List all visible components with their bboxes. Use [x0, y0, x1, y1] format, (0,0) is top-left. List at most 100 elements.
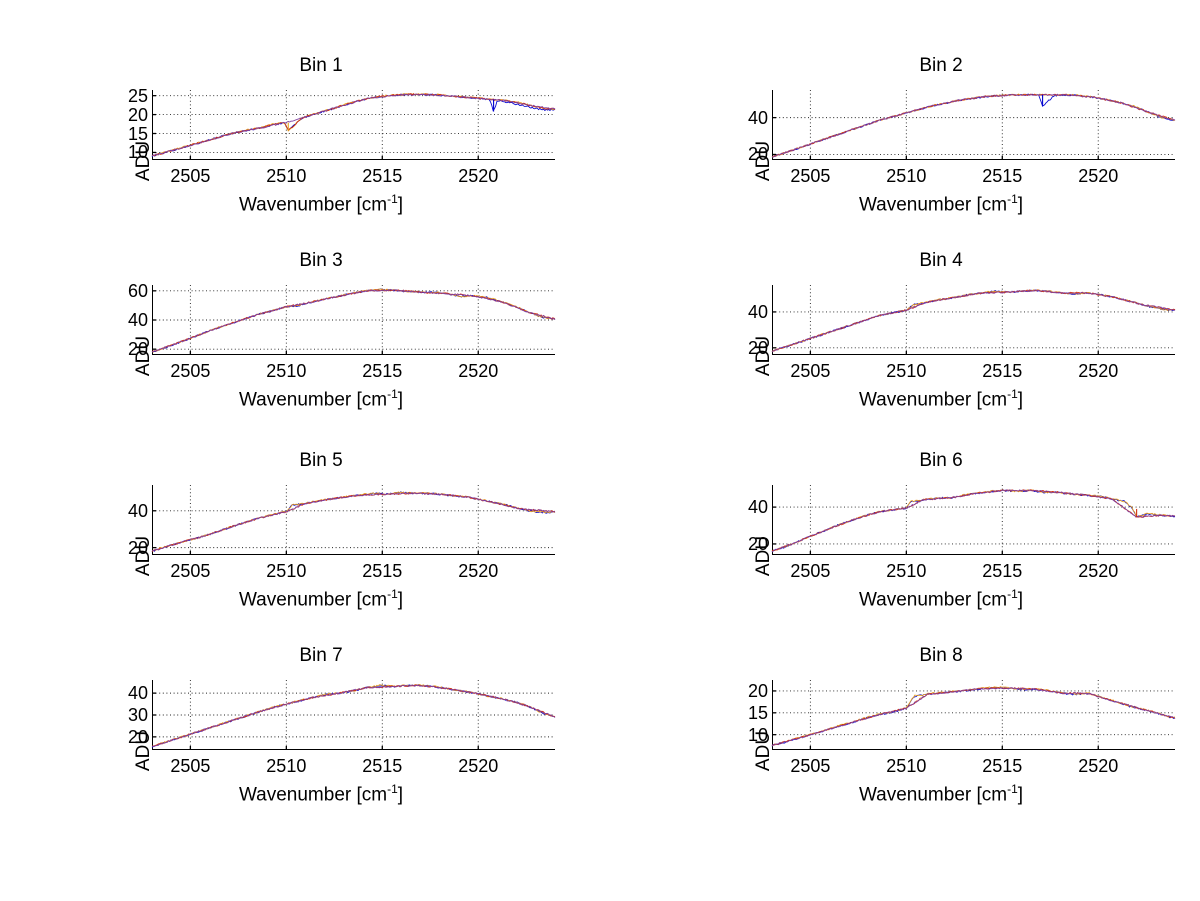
panel-bin-5: Bin 5 20 40 2505 2510 2515 2520 ADU Wavenumber […	[86, 450, 556, 648]
x-axis-label-bracket: ]	[397, 784, 404, 806]
y-axis-label: ADU	[133, 335, 154, 377]
x-axis-label: Wavenumber [cm-1]	[706, 587, 1176, 611]
x-tick-label: 2520	[458, 166, 499, 186]
x-tick-label: 2505	[170, 561, 211, 581]
x-axis-label: Wavenumber [cm-1]	[86, 782, 556, 806]
tick-marks	[772, 690, 1099, 750]
gridlines	[772, 485, 1175, 555]
x-axis-label-text: Wavenumber [cm	[238, 389, 388, 411]
trace-trace_red	[151, 492, 556, 552]
tick-marks	[152, 510, 479, 555]
y-tick-label: 40	[127, 310, 148, 330]
plot-area	[771, 90, 1176, 160]
x-axis-label-exponent: -1	[387, 387, 398, 401]
x-axis-label-text: Wavenumber [cm	[858, 194, 1008, 216]
x-tick-label: 2505	[170, 361, 211, 381]
y-tick-label: 20	[747, 144, 768, 165]
gridlines	[152, 485, 555, 555]
x-axis-label-text: Wavenumber [cm	[858, 389, 1008, 411]
x-axis-label-exponent: -1	[1007, 587, 1018, 601]
trace-trace_orange	[771, 686, 1176, 747]
axes-frame	[772, 90, 1175, 160]
panel-title: Bin 2	[919, 55, 963, 76]
y-tick-label: 40	[127, 500, 148, 521]
x-axis-label-text: Wavenumber [cm	[238, 784, 388, 806]
y-axis-label: ADU	[753, 335, 774, 377]
plot-area	[771, 285, 1176, 355]
panel-bin-7: Bin 7 20 30 40 2505 2510 2515 2520 ADU Wavenumber…	[86, 645, 556, 843]
y-axis-label: ADU	[133, 730, 154, 772]
panel-title: Bin 1	[299, 55, 343, 76]
panel-title: Bin 7	[299, 645, 343, 666]
y-tick-label: 15	[747, 702, 768, 723]
x-tick-label: 2520	[458, 561, 499, 581]
x-axis-label: Wavenumber [cm-1]	[706, 387, 1176, 411]
x-tick-label: 2510	[266, 561, 307, 581]
gridlines	[152, 680, 555, 750]
panel-bin-3: Bin 3 20 40 60 2505 2510 2515 2520 ADU Wavenumber…	[86, 250, 556, 448]
y-tick-label: 20	[127, 537, 148, 558]
y-tick-label: 40	[747, 497, 768, 518]
x-axis-label-bracket: ]	[1017, 389, 1024, 411]
panel-title: Bin 8	[919, 645, 963, 666]
trace-trace_purple	[771, 289, 1176, 353]
trace-trace_blue	[771, 93, 1176, 158]
x-axis-label-exponent: -1	[387, 192, 398, 206]
plot-traces	[151, 285, 556, 355]
x-tick-label: 2510	[886, 361, 927, 381]
trace-trace_blue	[771, 289, 1176, 352]
axes-frame	[152, 680, 555, 750]
x-axis-label-exponent: -1	[1007, 192, 1018, 206]
x-tick-label: 2515	[982, 756, 1023, 776]
plot-area	[771, 485, 1176, 555]
panel-bin-8: Bin 8 10 15 20 2505 2510 2515 2520 ADU Wavenumber…	[706, 645, 1176, 843]
axes-frame	[152, 485, 555, 555]
trace-trace_blue	[771, 686, 1176, 747]
x-tick-label: 2510	[886, 166, 927, 186]
trace-trace_purple	[151, 93, 556, 157]
gridlines	[772, 680, 1175, 750]
plot-area	[151, 90, 556, 160]
x-axis-label-exponent: -1	[387, 782, 398, 796]
trace-trace_red	[771, 686, 1176, 746]
plot-traces	[771, 680, 1176, 750]
x-axis-label-text: Wavenumber [cm	[858, 589, 1008, 611]
plot-traces	[771, 485, 1176, 555]
x-tick-label: 2520	[1078, 361, 1119, 381]
plot-area	[151, 285, 556, 355]
gridlines	[152, 90, 555, 160]
trace-trace_red	[771, 289, 1176, 353]
y-axis-label: ADU	[753, 535, 774, 577]
panel-title: Bin 5	[299, 450, 343, 471]
trace-trace_purple	[151, 289, 556, 353]
y-tick-label: 20	[127, 726, 148, 747]
x-tick-label: 2505	[170, 756, 211, 776]
y-axis-label: ADU	[133, 140, 154, 182]
tick-marks	[152, 95, 479, 160]
axes-frame	[152, 285, 555, 355]
panel-bin-4: Bin 4 20 40 2505 2510 2515 2520 ADU Wavenumber […	[706, 250, 1176, 448]
x-tick-label: 2510	[886, 561, 927, 581]
tick-marks	[772, 506, 1099, 555]
panel-title: Bin 4	[919, 250, 963, 271]
y-tick-label: 25	[127, 85, 148, 106]
x-axis-label-bracket: ]	[397, 194, 404, 216]
y-axis-label: ADU	[133, 535, 154, 577]
plot-traces	[771, 90, 1176, 160]
y-tick-label: 20	[747, 533, 768, 554]
trace-trace_purple	[151, 684, 556, 748]
y-tick-label: 40	[747, 107, 768, 128]
x-tick-label: 2515	[982, 561, 1023, 581]
plot-area	[151, 485, 556, 555]
x-axis-label-bracket: ]	[397, 589, 404, 611]
y-tick-label: 20	[127, 104, 148, 125]
x-tick-label: 2520	[1078, 561, 1119, 581]
x-tick-label: 2505	[790, 166, 831, 186]
x-axis-label-bracket: ]	[1017, 194, 1024, 216]
x-axis-label-exponent: -1	[1007, 387, 1018, 401]
x-tick-label: 2515	[362, 361, 403, 381]
gridlines	[772, 285, 1175, 355]
trace-trace_purple	[771, 93, 1176, 158]
trace-trace_blue	[151, 684, 556, 748]
